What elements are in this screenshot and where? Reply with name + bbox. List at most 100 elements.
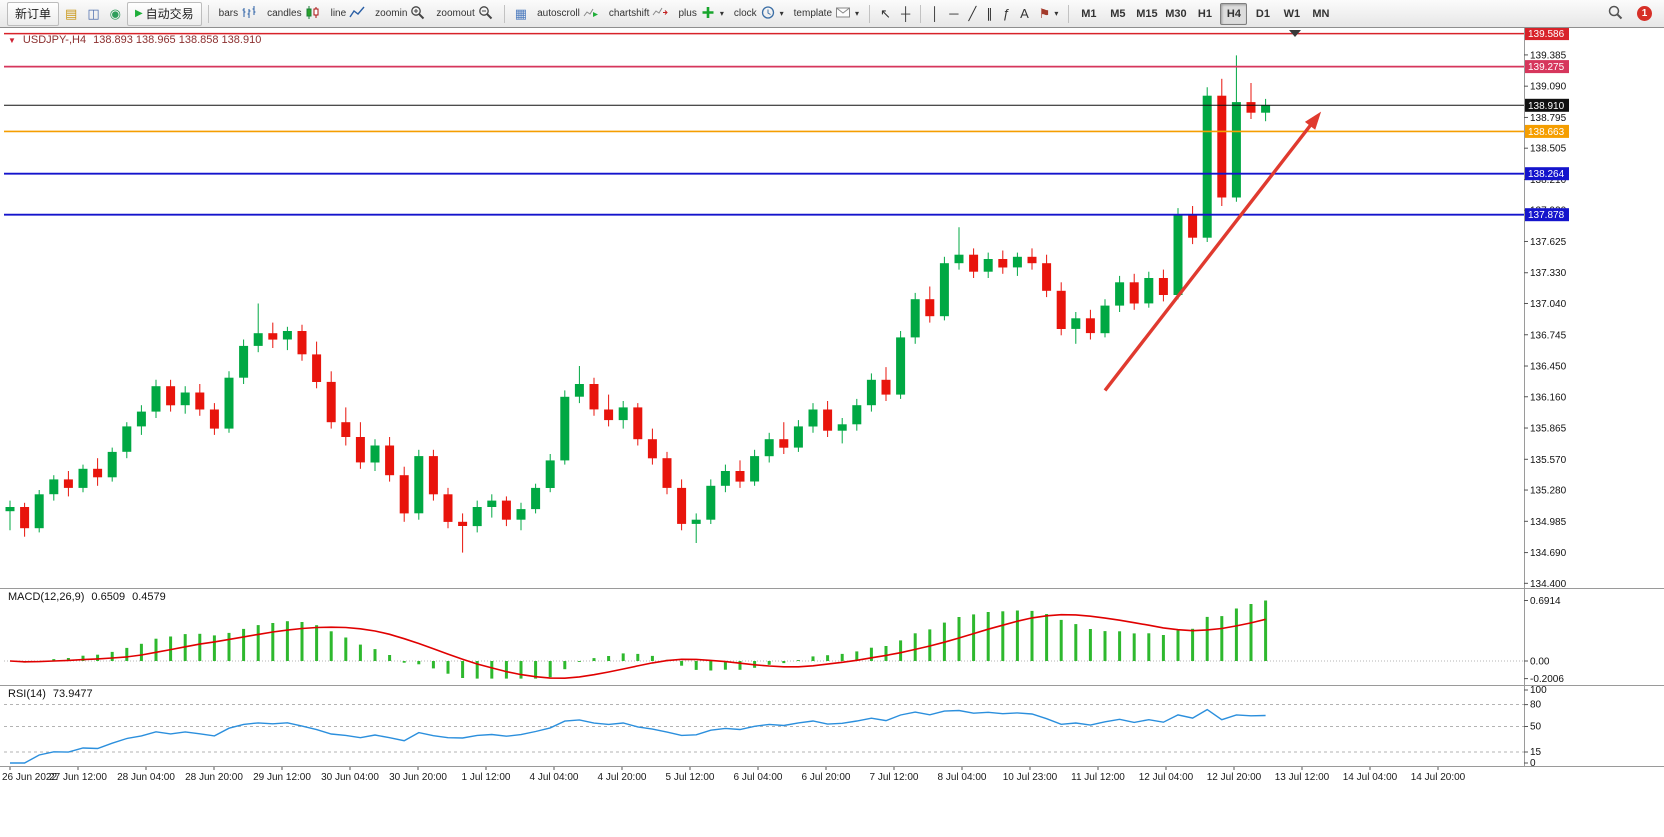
candle-body [399, 475, 409, 514]
timeframe-D1[interactable]: D1 [1255, 7, 1270, 20]
candle-body [180, 392, 190, 406]
candle-body [837, 424, 847, 431]
candle-body [151, 386, 161, 412]
svg-text:134.690: 134.690 [1530, 548, 1567, 559]
vertical-line-button[interactable]: │ [927, 2, 943, 26]
timeframe-H4[interactable]: H4 [1220, 2, 1248, 25]
auto-trading-button-label: 自动交易 [145, 7, 194, 21]
candle-body [1085, 318, 1095, 334]
arrows-button[interactable]: ⚑ ▾ [1035, 2, 1063, 26]
candle-body [370, 445, 380, 463]
chart-shift-icon: chartshift [608, 7, 650, 19]
profile-icon-button[interactable]: ◫ [83, 2, 103, 26]
ohlc-bars-button[interactable]: bars [215, 2, 261, 26]
candle-body [63, 479, 73, 488]
candle-body [735, 471, 745, 482]
periods-button[interactable]: clock ▾ [730, 2, 788, 26]
navigator-icon-button[interactable]: ◉ [106, 2, 125, 26]
channel-button[interactable]: ∥ [982, 2, 997, 26]
candle-body [852, 405, 862, 425]
svg-text:137.040: 137.040 [1530, 299, 1567, 310]
toolbar-separator [920, 4, 922, 23]
new-order-button[interactable]: 新订单 [7, 1, 60, 26]
rsi-line [10, 708, 1266, 764]
svg-text:138.663: 138.663 [1528, 127, 1565, 138]
candle-body [793, 426, 803, 448]
svg-text:135.280: 135.280 [1530, 486, 1567, 497]
timeframe-M30[interactable]: M30 [1165, 7, 1187, 20]
candle-body [1217, 95, 1227, 198]
timeframe-H1[interactable]: H1 [1197, 7, 1212, 20]
zoom-in-button[interactable]: zoomin [371, 2, 430, 26]
chart-shift-button[interactable]: chartshift [605, 2, 673, 26]
candle-body [458, 521, 468, 526]
search-button[interactable] [1603, 2, 1628, 26]
candle-body [1158, 278, 1168, 295]
macd-axis[interactable]: 0.6914 0.00 -0.2006 [1524, 596, 1564, 685]
candle-body [1129, 282, 1139, 304]
trend-arrow[interactable] [1103, 111, 1322, 392]
svg-text:29 Jun 12:00: 29 Jun 12:00 [253, 772, 311, 783]
auto-scroll-button[interactable]: autoscroll [533, 2, 603, 26]
cursor-icon: ↖ [880, 6, 891, 21]
pane-separators[interactable] [0, 588, 1664, 767]
notification-badge[interactable]: 1 [1637, 6, 1652, 21]
templates-button[interactable]: template ▾ [790, 2, 863, 26]
svg-text:137.625: 137.625 [1530, 237, 1567, 248]
chart-area[interactable]: 139.385139.090138.795138.505138.210137.9… [0, 28, 1664, 837]
price-lines[interactable] [4, 32, 1524, 216]
svg-text:12 Jul 20:00: 12 Jul 20:00 [1207, 772, 1262, 783]
candle-body [1115, 282, 1125, 306]
candle-body [501, 500, 511, 520]
horizontal-line-button[interactable]: ─ [945, 2, 962, 26]
zoom-in-icon: zoomin [375, 7, 408, 19]
candle-body [1202, 95, 1212, 238]
macd-title: MACD(12,26,9) [8, 591, 85, 603]
rsi-pane[interactable] [4, 704, 1524, 764]
candles-layer[interactable] [5, 55, 1271, 553]
trendline-button[interactable]: ╱ [965, 2, 981, 26]
svg-text:28 Jun 04:00: 28 Jun 04:00 [117, 772, 175, 783]
tile-windows-button[interactable]: ▦ [511, 2, 531, 26]
timeframe-M5[interactable]: M5 [1110, 7, 1126, 20]
candle-body [1056, 290, 1066, 329]
timeframe-W1[interactable]: W1 [1283, 7, 1301, 20]
price-chart-canvas[interactable]: 139.385139.090138.795138.505138.210137.9… [0, 28, 1664, 837]
svg-text:80: 80 [1530, 700, 1542, 711]
candle-body [545, 460, 555, 488]
auto-trading-button[interactable]: ▶ 自动交易 [126, 1, 202, 26]
chart-shift-marker[interactable] [1289, 30, 1301, 37]
toolbar-items: 新订单 ▤ ◫ ◉ ▶ 自动交易 bars candles line zoomin zoomout ▦… [6, 0, 1074, 27]
candle-body [268, 333, 278, 340]
svg-text:139.385: 139.385 [1530, 50, 1567, 61]
timeframe-M15[interactable]: M15 [1136, 7, 1158, 20]
price-tags: 139.586 139.275 138.910 138.663 138.264 137.8… [1525, 28, 1569, 222]
fibonacci-button[interactable]: ƒ [999, 2, 1014, 26]
price-tag [1525, 208, 1569, 222]
candle-body [764, 439, 774, 457]
candlestick-button[interactable]: candles [263, 2, 324, 26]
vertical-line-icon: │ [931, 6, 940, 21]
line-chart-button[interactable]: line [327, 2, 370, 26]
navigator-icon-icon: ◉ [109, 6, 121, 21]
price-axis[interactable]: 139.385139.090138.795138.505138.210137.9… [1524, 50, 1567, 590]
zoom-out-button[interactable]: zoomout [432, 2, 497, 26]
candle-body [939, 263, 949, 317]
chart-window-icon-icon: ▤ [65, 6, 78, 21]
macd-pane[interactable] [4, 600, 1524, 680]
candle-body [355, 437, 365, 463]
candle-body [750, 456, 760, 482]
candle-body [633, 407, 643, 440]
timeframe-M1[interactable]: M1 [1081, 7, 1097, 20]
rsi-axis[interactable]: 100 80 50 150 [1524, 685, 1547, 769]
cursor-button[interactable]: ↖ [876, 2, 895, 26]
candle-body [896, 337, 906, 395]
new-order-button-label: 新订单 [15, 7, 52, 21]
text-button[interactable]: A [1016, 2, 1033, 26]
crosshair-button[interactable]: ┼ [897, 2, 914, 26]
price-tag [1525, 60, 1569, 74]
timeframe-MN[interactable]: MN [1312, 7, 1330, 20]
indicators-button[interactable]: plus ▾ [674, 2, 727, 26]
chart-window-icon-button[interactable]: ▤ [61, 2, 81, 26]
